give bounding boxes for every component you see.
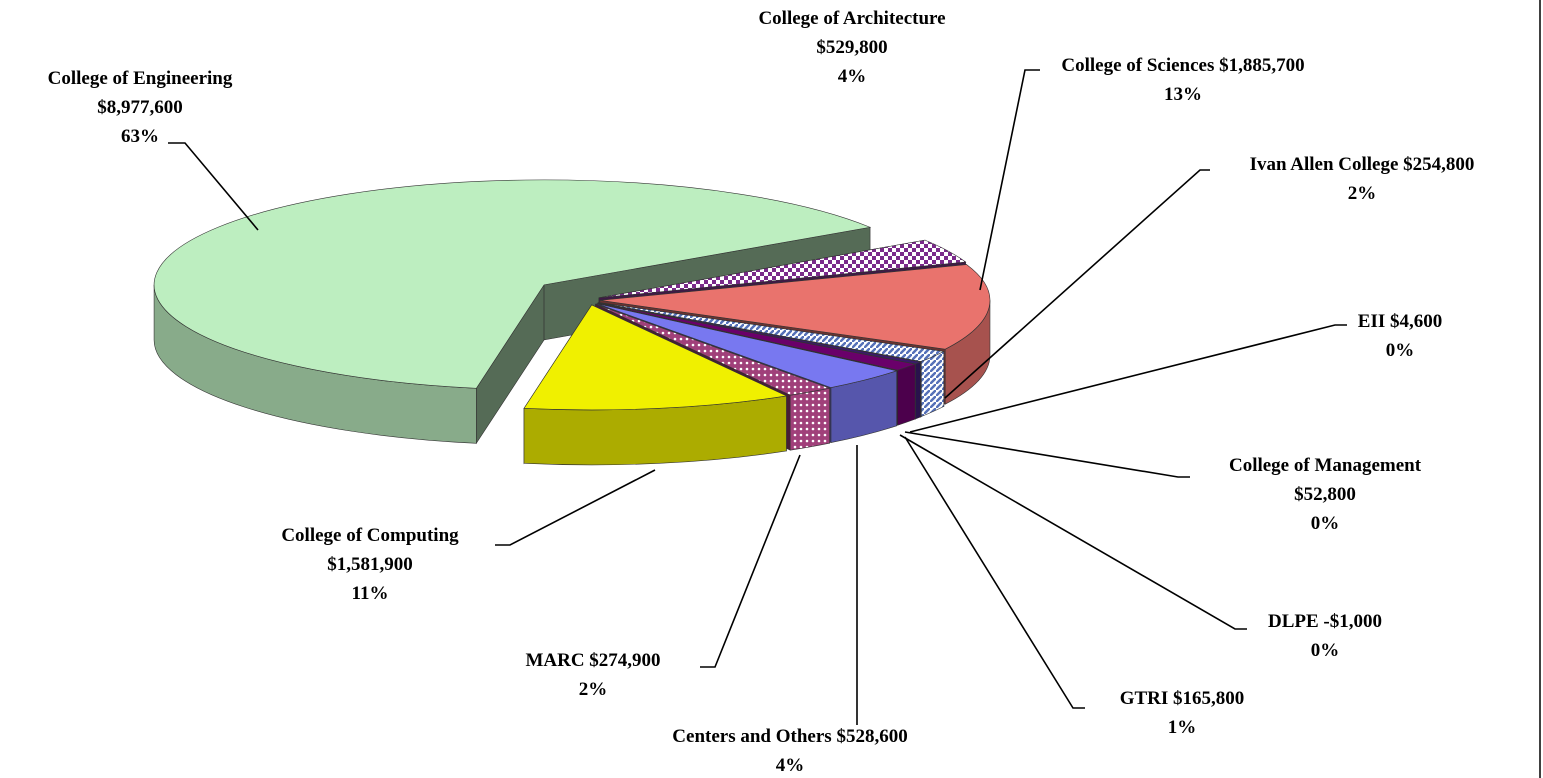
label-part: $4,600 [1390, 311, 1442, 332]
slice-label: MARC $274,900 2% [525, 650, 660, 700]
label-part: 4% [838, 66, 867, 87]
label-part: EII [1358, 311, 1385, 332]
label-part: 4% [776, 755, 805, 776]
slice-label: Centers and Others $528,600 4% [672, 726, 907, 776]
label-part: 0% [1311, 513, 1340, 534]
label-part: $1,581,900 [327, 554, 413, 575]
label-part: $52,800 [1294, 484, 1356, 505]
slice [599, 264, 991, 350]
leader-line [909, 324, 1347, 433]
slice [523, 304, 788, 411]
label-part: $529,800 [816, 37, 887, 58]
slice-side [897, 363, 916, 426]
label-part: Ivan Allen College [1250, 154, 1399, 175]
pie [153, 179, 991, 466]
leader-line [979, 69, 1040, 291]
slice [595, 303, 831, 396]
slice-label: EII $4,600 0% [1358, 311, 1442, 361]
slice-label: Ivan Allen College $254,800 2% [1250, 154, 1475, 204]
label-part: $528,600 [836, 726, 907, 747]
slice [596, 303, 898, 388]
leader-line [899, 434, 1247, 630]
slice-label: DLPE -$1,000 0% [1268, 611, 1382, 661]
slice-label: College of Computing $1,581,900 11% [281, 525, 459, 604]
label-part: 11% [352, 583, 389, 604]
label-part: -$1,000 [1323, 611, 1382, 632]
slice-label: College of Sciences $1,885,700 13% [1061, 55, 1304, 105]
label-part: $8,977,600 [97, 97, 183, 118]
label-part: GTRI [1120, 688, 1169, 709]
label-part: DLPE [1268, 611, 1319, 632]
label-part: 1% [1168, 717, 1197, 738]
labels: College of Engineering $8,977,600 63%Colle… [48, 8, 1475, 776]
leader-line [168, 142, 259, 231]
label-part: College of Computing [281, 525, 459, 546]
leader-line [700, 454, 801, 668]
label-part: $1,885,700 [1219, 55, 1305, 76]
slice-label: College of Management $52,800 0% [1229, 455, 1422, 534]
label-part: $165,800 [1173, 688, 1244, 709]
label-part: 0% [1311, 640, 1340, 661]
slice-side [915, 361, 921, 420]
label-part: 13% [1164, 84, 1202, 105]
label-part: 2% [579, 679, 608, 700]
label-part: College of Management [1229, 455, 1422, 476]
label-part: College of Architecture [758, 8, 945, 29]
slice-label: GTRI $165,800 1% [1120, 688, 1245, 738]
slice [597, 302, 917, 371]
label-part: 0% [1386, 340, 1415, 361]
leader-line [904, 436, 1085, 709]
slice [153, 179, 872, 389]
label-part: $254,800 [1403, 154, 1474, 175]
slice-side [921, 350, 945, 417]
label-part: $274,900 [589, 650, 660, 671]
label-part: Centers and Others [672, 726, 831, 747]
leader-line [944, 169, 1210, 399]
leader-line [495, 469, 656, 546]
slice-side [789, 387, 830, 451]
slice-label: College of Engineering $8,977,600 63% [48, 68, 233, 147]
slice-label: College of Architecture $529,800 4% [758, 8, 945, 87]
slice [598, 239, 967, 299]
leader-line [904, 431, 1190, 478]
label-part: 63% [121, 126, 159, 147]
label-part: MARC [525, 650, 584, 671]
label-part: College of Engineering [48, 68, 233, 89]
label-part: 2% [1348, 183, 1377, 204]
label-part: College of Sciences [1061, 55, 1214, 76]
